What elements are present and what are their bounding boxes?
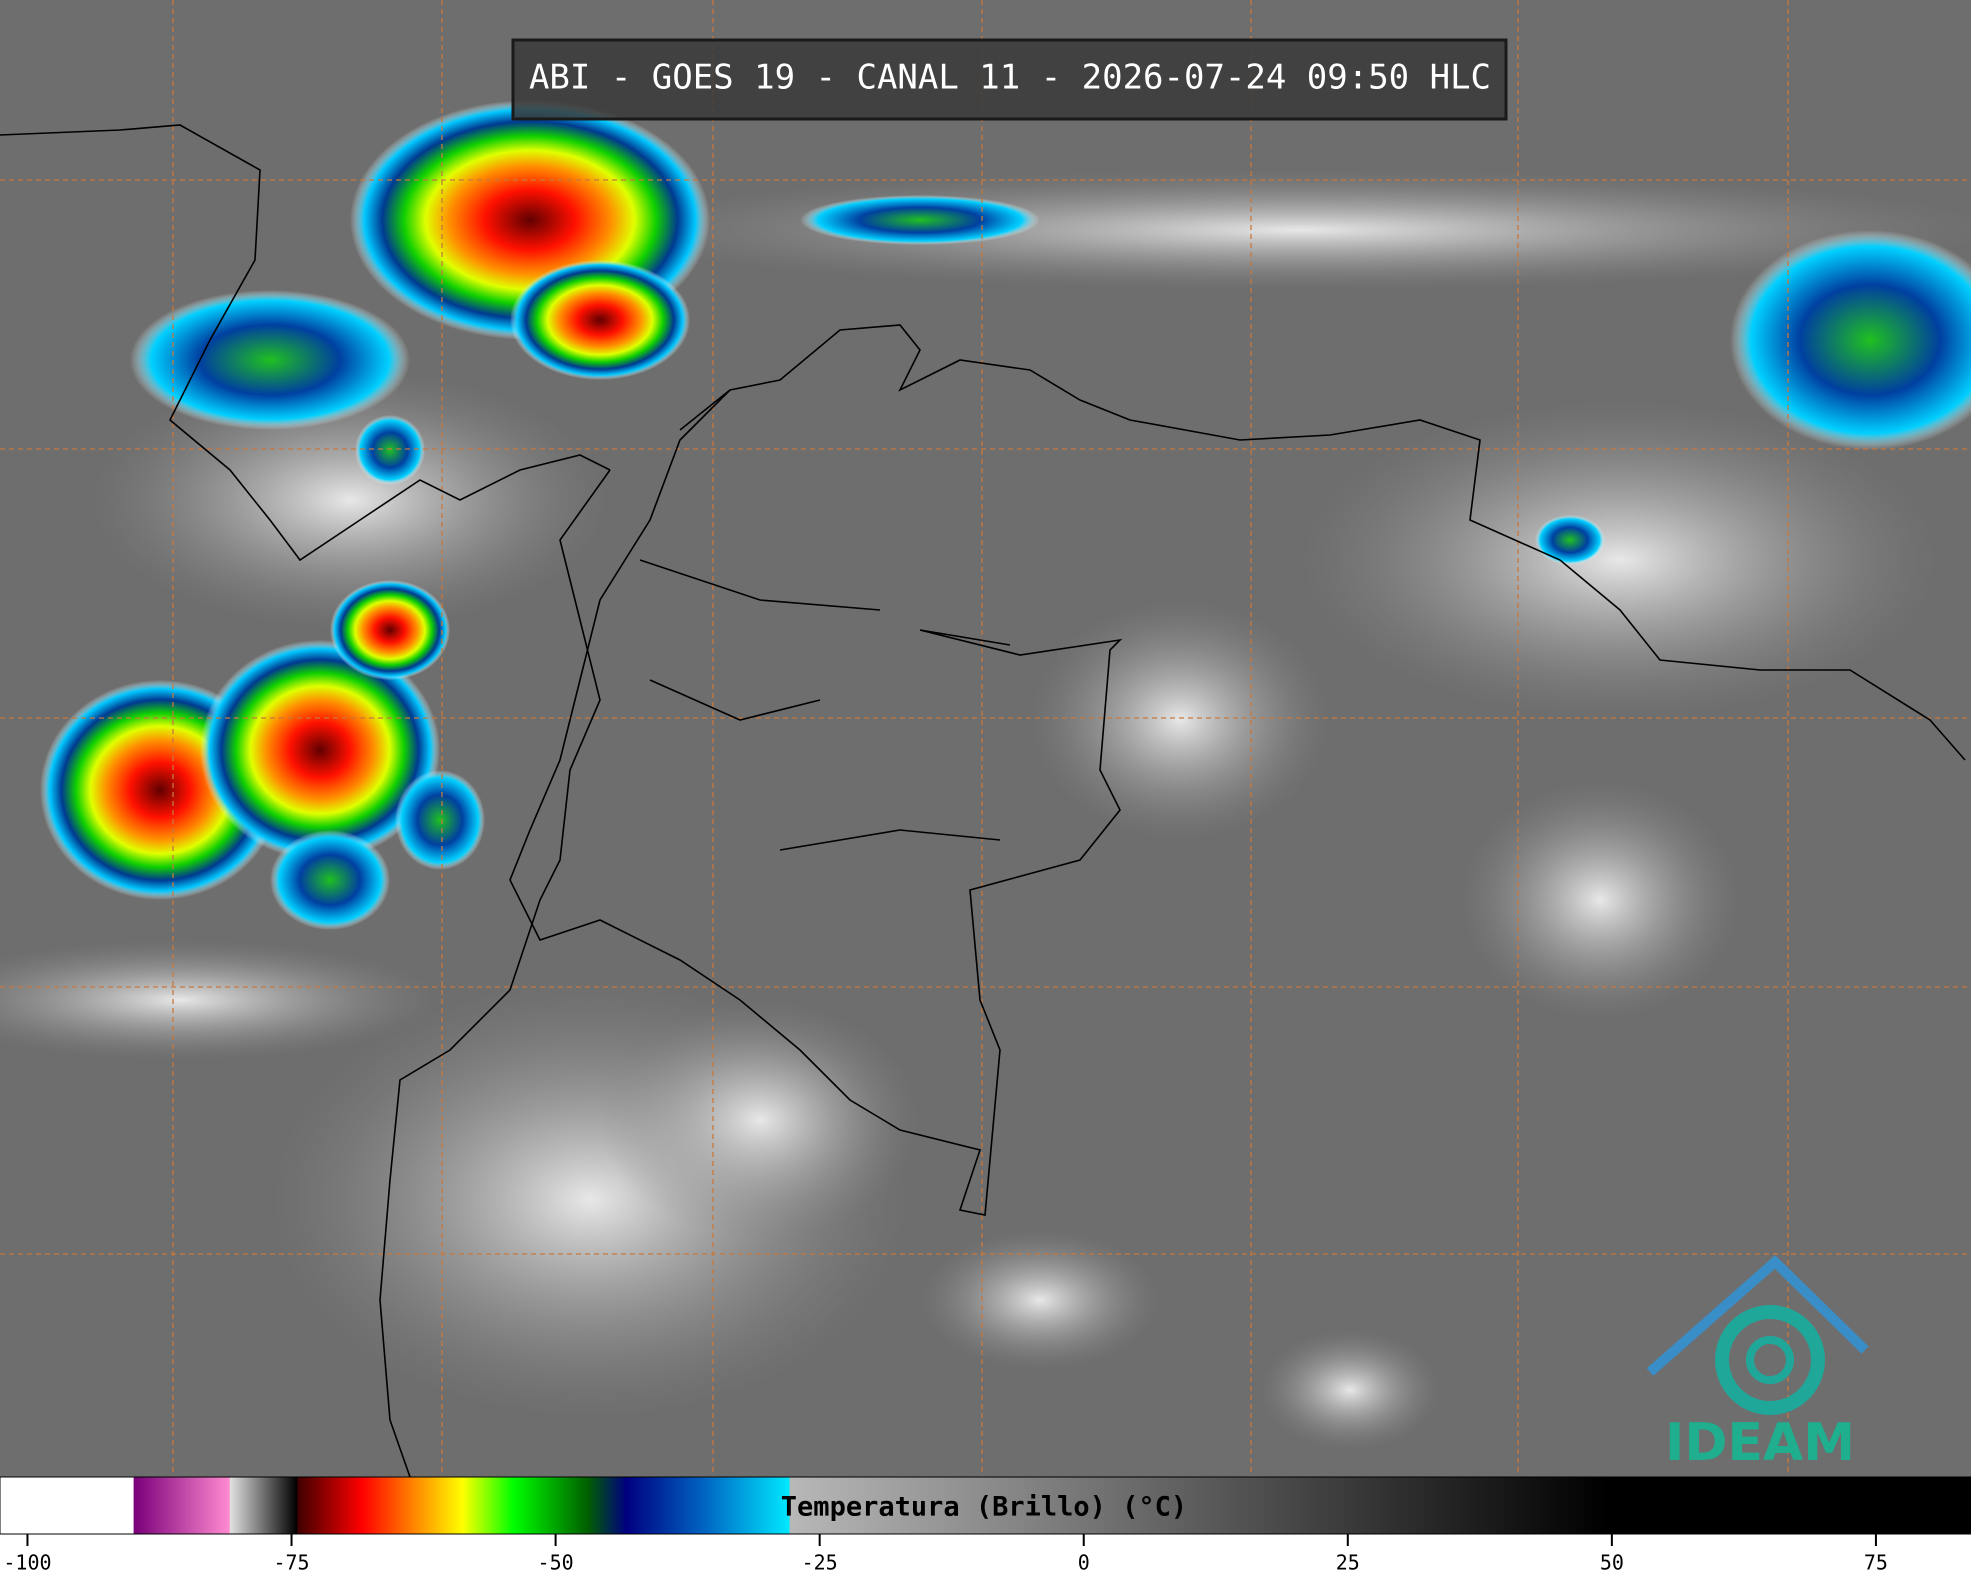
colorbar-tick-label: -50 bbox=[538, 1551, 574, 1575]
borders bbox=[0, 124, 1966, 1478]
colorbar: Temperatura (Brillo) (°C) -100 -75 -50 -25 0… bbox=[0, 1476, 1971, 1575]
clouds bbox=[0, 170, 1971, 1450]
colorbar-tick-label: -100 bbox=[3, 1551, 51, 1575]
colorbar-tick-label: -75 bbox=[273, 1551, 309, 1575]
title-box bbox=[511, 38, 1508, 121]
colorbar-tick-label: 75 bbox=[1864, 1551, 1888, 1575]
colorbar-tick-label: 50 bbox=[1600, 1551, 1624, 1575]
colorbar-label: Temperatura (Brillo) (°C) bbox=[781, 1492, 1187, 1523]
colorbar-tick-label: -25 bbox=[802, 1551, 838, 1575]
logo: IDEAM bbox=[1646, 1255, 1869, 1473]
colorbar-bar bbox=[0, 1476, 1971, 1535]
title: ABI - GOES 19 - CANAL 11 - 2026-07-24 09… bbox=[529, 58, 1491, 98]
logo-text: IDEAM bbox=[1665, 1413, 1855, 1473]
colorbar-tick-label: 25 bbox=[1336, 1551, 1360, 1575]
storms bbox=[40, 100, 1971, 930]
colorbar-tick-label: 0 bbox=[1078, 1551, 1090, 1575]
map: ABI - GOES 19 - CANAL 11 - 2026-07-24 09… bbox=[0, 0, 1971, 1478]
graticule bbox=[0, 0, 1971, 1477]
